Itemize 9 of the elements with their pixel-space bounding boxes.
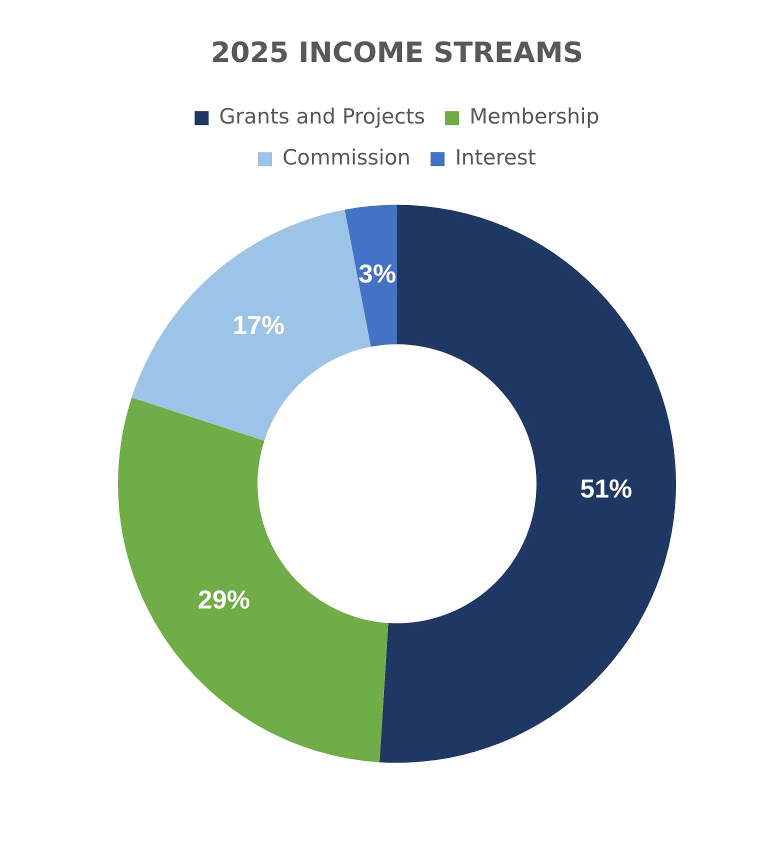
data-label: 51% bbox=[580, 474, 632, 504]
legend-label: Interest bbox=[455, 146, 536, 170]
legend-label: Commission bbox=[282, 146, 411, 170]
chart-title: 2025 INCOME STREAMS bbox=[210, 36, 584, 70]
data-label: 29% bbox=[198, 584, 250, 615]
data-label: 3% bbox=[358, 258, 396, 289]
data-label: 17% bbox=[232, 310, 285, 340]
legend-label: Membership bbox=[470, 104, 600, 129]
legend-label: Grants and Projects bbox=[219, 104, 426, 129]
